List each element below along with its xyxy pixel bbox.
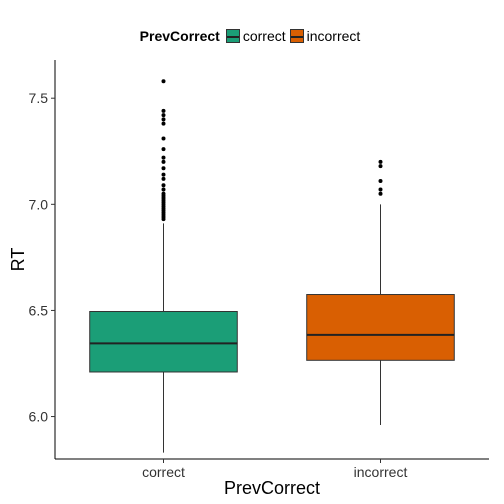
box-correct (89, 79, 238, 453)
outlier-point (161, 187, 166, 192)
outlier-point (161, 121, 166, 126)
outlier-point (378, 191, 383, 196)
outlier-point (161, 183, 166, 188)
outlier-point (378, 159, 383, 164)
legend-key-correct (225, 29, 240, 43)
box-body (306, 294, 455, 361)
outlier-point (161, 117, 166, 122)
legend-label-correct: correct (242, 28, 286, 44)
y-axis-title: RT (8, 248, 28, 272)
outlier-point (161, 172, 166, 177)
outlier-point (161, 136, 166, 141)
x-tick-label: incorrect (354, 464, 408, 480)
box-incorrect (306, 159, 455, 426)
box-body (89, 310, 238, 373)
outlier-point (161, 191, 166, 196)
outlier-point (161, 155, 166, 160)
outlier-point (161, 79, 166, 84)
x-tick-label: correct (142, 464, 185, 480)
legend-item-correct: correct (225, 28, 286, 44)
outlier-point (161, 147, 166, 152)
legend-key-incorrect (289, 29, 304, 43)
outlier-point (378, 178, 383, 183)
legend-label-incorrect: incorrect (306, 28, 361, 44)
boxes (89, 79, 455, 453)
outlier-point (161, 159, 166, 164)
outlier-point (161, 166, 166, 171)
outlier-point (378, 164, 383, 169)
legend-title: PrevCorrect (139, 28, 220, 44)
y-tick-label: 7.5 (29, 90, 49, 106)
legend: PrevCorrect correct incorrect (0, 28, 504, 44)
x-axis-title: PrevCorrect (224, 478, 320, 498)
outlier-point (378, 187, 383, 192)
outlier-point (161, 176, 166, 181)
y-tick-label: 7.0 (29, 196, 49, 212)
outlier-point (161, 108, 166, 113)
y-tick-label: 6.5 (29, 302, 49, 318)
axes: 6.0 6.5 7.0 7.5 correct incorrect (29, 60, 489, 480)
y-tick-label: 6.0 (29, 409, 49, 425)
legend-item-incorrect: incorrect (289, 28, 361, 44)
outlier-point (161, 113, 166, 118)
